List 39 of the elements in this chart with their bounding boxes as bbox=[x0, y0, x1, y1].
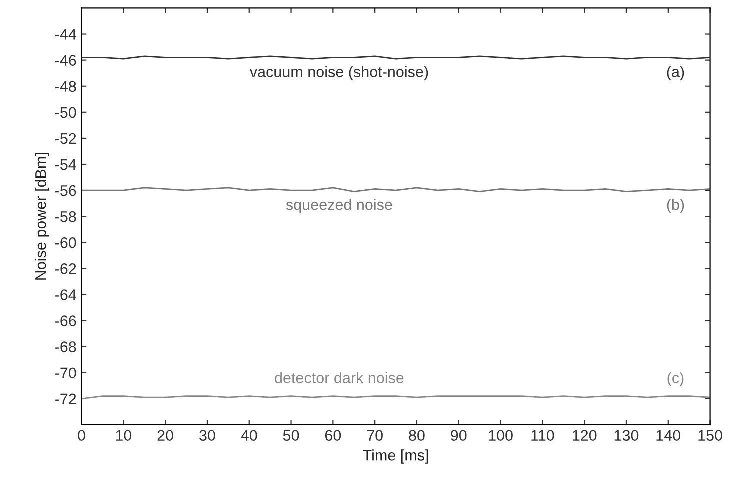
x-tick-label: 70 bbox=[367, 430, 383, 442]
x-tick-label: 110 bbox=[532, 430, 554, 442]
y-tick-label: -62 bbox=[56, 264, 76, 274]
annotation: (c) bbox=[668, 372, 684, 386]
x-tick-label: 30 bbox=[200, 430, 216, 442]
y-axis-title: Noise power [dBm] bbox=[35, 153, 50, 280]
y-tick-label: -60 bbox=[56, 238, 76, 248]
x-tick-label: 20 bbox=[158, 430, 174, 442]
y-tick-label: -70 bbox=[56, 368, 76, 379]
x-tick-label: 130 bbox=[614, 430, 639, 442]
annotation: detector dark noise bbox=[275, 372, 404, 384]
x-tick-label: 0 bbox=[78, 430, 86, 442]
x-tick-label: 10 bbox=[116, 430, 132, 442]
x-tick-label: 40 bbox=[241, 430, 258, 442]
annotation: (b) bbox=[667, 199, 684, 214]
x-tick-label: 80 bbox=[409, 430, 425, 442]
y-tick-label: -44 bbox=[56, 29, 76, 40]
x-tick-label: 140 bbox=[656, 430, 681, 442]
y-tick-label: -64 bbox=[56, 290, 76, 300]
x-tick-label: 60 bbox=[325, 430, 342, 442]
y-tick-label: -46 bbox=[56, 55, 76, 66]
annotation: squeezed noise bbox=[286, 199, 392, 214]
y-tick-label: -58 bbox=[56, 211, 76, 222]
x-axis-title: Time [ms] bbox=[363, 450, 428, 464]
y-tick-label: -56 bbox=[56, 185, 76, 196]
y-tick-label: -68 bbox=[56, 342, 76, 352]
y-tick-label: -50 bbox=[56, 107, 76, 118]
x-tick-label: 150 bbox=[698, 430, 722, 442]
x-tick-label: 120 bbox=[573, 430, 597, 442]
annotation: vacuum noise (shot-noise) bbox=[250, 66, 428, 80]
y-tick-label: -72 bbox=[56, 394, 76, 404]
annotation: (a) bbox=[667, 66, 684, 80]
y-tick-label: -66 bbox=[56, 316, 76, 326]
y-tick-label: -54 bbox=[56, 160, 76, 170]
x-tick-label: 50 bbox=[283, 430, 300, 442]
y-tick-label: -52 bbox=[56, 133, 76, 144]
y-tick-label: -48 bbox=[56, 81, 76, 92]
x-tick-label: 100 bbox=[489, 430, 513, 442]
x-tick-label: 90 bbox=[451, 430, 467, 442]
